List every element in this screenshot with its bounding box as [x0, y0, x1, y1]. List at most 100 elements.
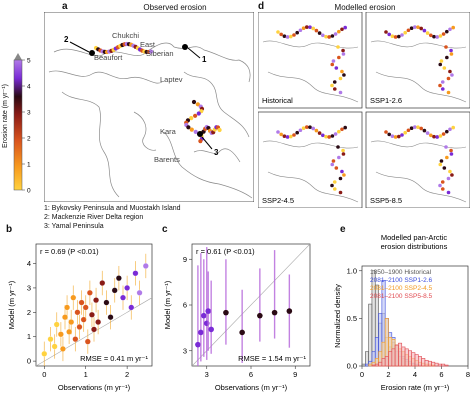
modelled-site-dot: [413, 25, 417, 29]
modelled-site-dot: [279, 32, 283, 37]
y-tick-label: 3: [27, 283, 31, 292]
modelled-site-dot: [340, 169, 344, 174]
y-tick-label: 1.0: [347, 266, 357, 275]
x-tick-label: 0: [360, 370, 364, 379]
modelled-site-dot: [324, 134, 328, 139]
modelled-site-dot: [448, 27, 452, 32]
observation-site-dot: [189, 116, 194, 121]
modelled-site-dot: [289, 34, 293, 39]
modelled-site-dot: [295, 130, 299, 135]
one-to-one-line: [191, 243, 311, 367]
modelled-site-dot: [406, 128, 411, 133]
data-point: [88, 311, 95, 318]
modelled-site-dot: [330, 83, 334, 88]
modelled-site-dot: [341, 52, 346, 56]
modelled-site-dot: [342, 173, 346, 177]
marker-1: 1: [202, 55, 207, 64]
modelled-map-0: Historical: [258, 12, 363, 109]
modelled-site-dot: [450, 73, 454, 77]
y-tick-label: 6: [183, 301, 187, 310]
hist-bar: [388, 351, 393, 367]
modelled-site-dot: [338, 190, 343, 195]
modelled-site-dot: [340, 69, 344, 74]
modelled-site-dot: [333, 132, 338, 136]
observation-site-dot: [186, 125, 191, 130]
modelled-site-dot: [432, 34, 436, 39]
data-point: [201, 312, 207, 319]
modelled-site-dot: [422, 28, 427, 33]
hist-bar: [434, 362, 439, 367]
modelled-site-dot: [397, 134, 401, 139]
hist-bar: [427, 360, 432, 367]
modelled-site-dot: [446, 176, 451, 181]
modelled-site-dot: [449, 48, 453, 53]
hist-bar: [444, 364, 449, 367]
modelled-site-dot: [340, 27, 344, 32]
panel-d-title: Modelled erosion: [334, 3, 396, 12]
hist-bar: [381, 358, 386, 367]
modelled-site-dot: [403, 130, 407, 135]
colorbar: 0 1 2 3 4 5: [13, 53, 31, 195]
modelled-site-dot: [314, 28, 319, 33]
modelled-map-coast: [262, 140, 359, 203]
marker-3: 3: [214, 148, 219, 157]
y-tick-label: 3: [183, 346, 187, 355]
hist-bar: [394, 344, 399, 367]
hist-bar: [411, 352, 416, 367]
modelled-site-dot: [301, 126, 306, 131]
x-tick-label: 6: [249, 370, 253, 379]
data-point: [103, 299, 110, 306]
data-point: [84, 338, 91, 345]
modelled-site-dot: [308, 125, 312, 130]
modelled-site-dot: [321, 133, 325, 138]
x-tick-label: 4: [413, 370, 417, 379]
panel-d-letter: d: [258, 1, 265, 12]
data-point: [111, 287, 118, 294]
modelled-map-2: SSP2-4.5: [258, 111, 363, 208]
modelled-site-dot: [390, 34, 395, 39]
modelled-site-dot: [305, 125, 309, 129]
modelled-site-dot: [444, 145, 448, 149]
modelled-site-dot: [330, 162, 335, 167]
hist-bar: [437, 363, 442, 367]
modelled-site-dot: [330, 183, 334, 188]
modelled-site-dot: [438, 62, 443, 67]
observation-site-dot: [195, 102, 200, 107]
x-tick-label: 8: [466, 370, 470, 379]
modelled-site-dot: [435, 35, 439, 39]
modelled-site-dot: [445, 129, 449, 134]
y-tick-label: 2: [27, 308, 31, 317]
modelled-site-dot: [446, 190, 451, 195]
y-axis-label: Model (m yr⁻¹): [7, 280, 16, 329]
y-axis-label: Normalized density: [333, 284, 342, 348]
modelled-site-dot: [330, 62, 335, 67]
hist-title-line-2: erosion distributions: [381, 242, 448, 251]
modelled-site-dot: [438, 34, 443, 38]
data-point: [286, 308, 293, 314]
panel-b-letter: b: [6, 224, 13, 235]
colorbar-tick-label: 5: [27, 58, 31, 65]
data-point: [66, 328, 73, 335]
modelled-site-dot: [337, 55, 341, 60]
modelled-site-dot: [298, 128, 303, 133]
panel-a-title: Observed erosion: [143, 3, 207, 12]
modelled-site-dot: [331, 59, 336, 63]
colorbar-tick-label: 4: [27, 84, 31, 91]
modelled-site-dot: [311, 26, 315, 31]
modelled-site-dot: [409, 26, 414, 31]
x-axis-label: Erosion rate (m yr⁻¹): [381, 383, 450, 392]
data-point: [142, 263, 149, 269]
modelled-site-dot: [390, 134, 395, 139]
modelled-map-coast: [370, 40, 467, 103]
hist-bar: [368, 303, 373, 367]
colorbar-tick-label: 3: [27, 110, 31, 117]
colorbar-tick-label: 0: [27, 188, 31, 195]
place-siberian: Siberian: [146, 49, 174, 58]
modelled-site-dot: [444, 45, 448, 49]
hist-bar: [424, 359, 429, 367]
modelled-site-dot: [435, 135, 439, 139]
hist-bar: [361, 363, 366, 367]
modelled-site-dot: [429, 133, 433, 138]
modelled-map-3: SSP5-8.5: [365, 111, 470, 208]
modelled-site-dot: [448, 69, 452, 74]
